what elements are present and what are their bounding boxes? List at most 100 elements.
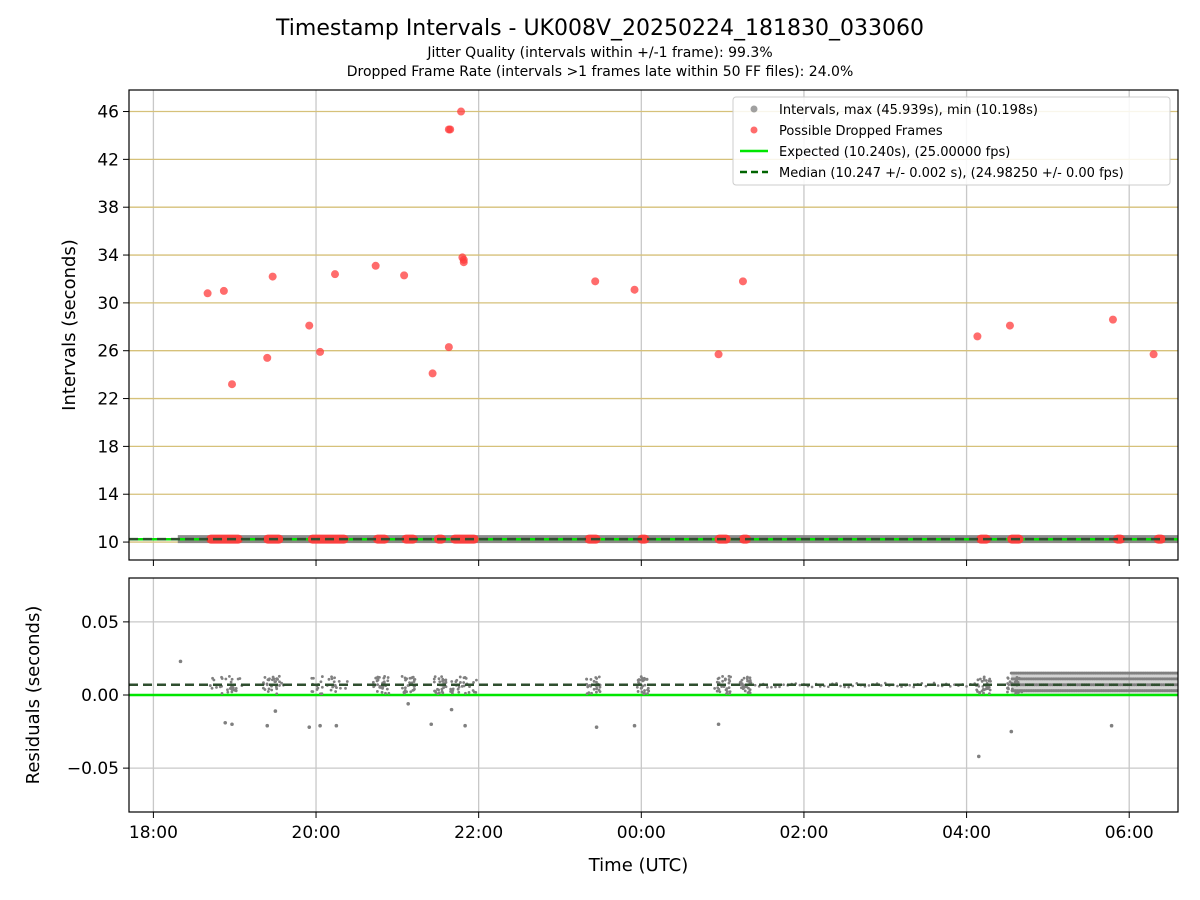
res-dot (234, 687, 238, 690)
res-outlier-7 (334, 723, 339, 728)
res-dot (981, 687, 985, 691)
res-dot (912, 685, 916, 689)
res-dot (645, 677, 649, 681)
res-dot (320, 675, 324, 678)
res-dot (827, 685, 830, 689)
res-dot (344, 686, 347, 690)
res-dot (451, 691, 454, 695)
res-tick-label-1: 0.00 (81, 686, 119, 706)
res-dot (275, 692, 279, 696)
res-dot (924, 684, 928, 688)
top-series (129, 107, 1178, 544)
res-outlier-8 (406, 701, 410, 706)
dropped-cluster-13 (1112, 534, 1126, 544)
res-dot (635, 685, 639, 689)
res-dot (376, 675, 380, 679)
res-dot (270, 678, 274, 682)
res-dot (432, 677, 436, 681)
res-dot (230, 685, 233, 689)
res-outlier-9 (429, 722, 434, 727)
res-dot (597, 688, 601, 692)
legend-label-expected: Expected (10.240s), (25.00000 fps) (779, 145, 1010, 160)
res-dot (403, 686, 407, 690)
res-dot (642, 691, 646, 695)
dropped-cluster-8 (637, 534, 650, 544)
res-dot (646, 688, 649, 692)
dropped-point-20 (714, 350, 723, 359)
res-dot (376, 678, 380, 682)
res-dot (440, 687, 444, 691)
res-dot (345, 680, 349, 683)
res-dot (462, 684, 466, 688)
dropped-cluster-6 (450, 534, 479, 544)
res-dot (585, 677, 589, 681)
res-dot (976, 678, 980, 682)
res-dot (226, 688, 229, 692)
x-tick-label-0400: 04:00 (942, 823, 991, 843)
res-dot (311, 690, 315, 694)
res-dot (723, 678, 727, 682)
res-dot (271, 675, 275, 679)
res-dot (331, 685, 335, 689)
res-dot (643, 683, 647, 687)
res-dot (595, 680, 598, 684)
res-dot (978, 691, 982, 695)
res-dot (745, 677, 749, 681)
top-frame (128, 89, 1179, 561)
res-dot (646, 692, 649, 695)
res-dot (725, 692, 728, 695)
res-dot (378, 685, 382, 689)
res-dot (437, 691, 441, 695)
res-dot (227, 674, 231, 678)
res-dot (450, 680, 454, 683)
res-dot (643, 689, 646, 692)
res-dot (457, 685, 461, 689)
res-dot (440, 675, 444, 679)
res-dot (230, 690, 234, 694)
x-tick-label-2200: 22:00 (454, 823, 503, 843)
res-dot (988, 688, 992, 692)
res-dot (434, 690, 438, 694)
res-dot (464, 691, 467, 695)
res-dot (742, 676, 746, 680)
x-tick-label-0600: 06:00 (1105, 823, 1154, 843)
res-dot (444, 681, 448, 684)
chart-subtitle-jitter: Jitter Quality (intervals within +/-1 fr… (427, 45, 773, 61)
legend-label-median: Median (10.247 +/- 0.002 s), (24.98250 +… (779, 166, 1124, 181)
res-dot (747, 690, 751, 694)
res-dot (226, 690, 230, 694)
res-dot (1008, 680, 1012, 684)
res-dot (339, 686, 342, 690)
res-dot (450, 688, 454, 692)
bottom-series (129, 659, 1178, 759)
res-tick-label-2: −0.05 (67, 759, 119, 779)
res-outlier-6 (318, 723, 322, 728)
res-dot (337, 679, 341, 683)
res-dot (782, 683, 785, 687)
dropped-point-6 (316, 347, 325, 356)
res-dot (234, 689, 238, 693)
res-dot (215, 685, 218, 689)
res-dot (403, 688, 407, 692)
res-dot (384, 691, 387, 695)
res-dot (266, 690, 270, 693)
dropped-point-25 (1149, 350, 1158, 359)
res-dot (1006, 686, 1010, 690)
y-tick-label-14: 14 (97, 485, 119, 505)
dropped-point-8 (371, 261, 380, 270)
res-dot (717, 687, 721, 691)
res-dot (977, 685, 981, 688)
res-dot (238, 677, 242, 680)
dropped-point-17 (459, 255, 468, 264)
res-dot (412, 688, 416, 692)
res-dot (713, 687, 717, 690)
res-outlier-17 (1109, 723, 1114, 728)
res-dot (224, 677, 228, 681)
res-dot (438, 680, 442, 684)
res-dot (432, 680, 436, 684)
dropped-point-3 (263, 353, 272, 362)
res-dot (329, 688, 333, 692)
dropped-point-9 (400, 271, 409, 280)
res-dot (590, 691, 593, 695)
res-dot (315, 688, 319, 691)
